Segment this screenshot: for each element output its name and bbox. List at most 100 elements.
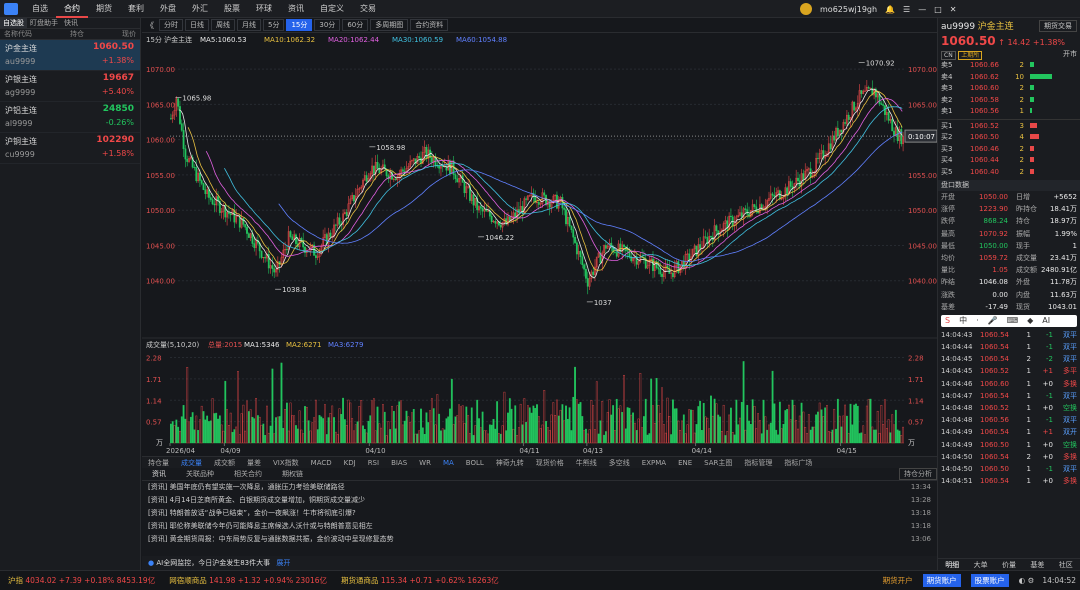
ime-ai-icon[interactable]: AI <box>1042 316 1051 326</box>
period-button-7[interactable]: 60分 <box>342 19 369 31</box>
nav-item-7[interactable]: 环球 <box>256 3 272 13</box>
close-icon[interactable]: ✕ <box>949 4 957 14</box>
ime-skin-icon[interactable]: ◆ <box>1027 316 1034 326</box>
futures-trade-button[interactable]: 期货交易 <box>1039 19 1077 32</box>
nav-item-1[interactable]: 合约 <box>56 0 88 18</box>
nav-item-8[interactable]: 资讯 <box>288 3 304 13</box>
nav-item-5[interactable]: 外汇 <box>192 3 208 13</box>
quote-tab-2[interactable]: 价量 <box>1001 561 1016 569</box>
watchlist-row[interactable]: 沪金主连 au9999 1060.50 +1.38% <box>0 40 140 71</box>
news-title[interactable]: [资讯] 耶伦称美联储今年仍可能降息主席候选人沃什或与特朗普意见相左 <box>148 522 373 530</box>
nav-item-2[interactable]: 期货 <box>96 3 112 13</box>
minimize-icon[interactable]: — <box>918 4 927 14</box>
indicator-tab-2[interactable]: 成交额 <box>214 458 235 467</box>
indicator-tab-15[interactable]: 多空线 <box>608 458 630 467</box>
indicator-tab-20[interactable]: 指标广场 <box>784 458 813 467</box>
index-ticker[interactable]: 期货通商品 115.34 +0.71 +0.62% 16263亿 <box>341 575 499 586</box>
news-item[interactable]: [资讯] 特朗普放话“战争已结束”，金价一夜飙涨！牛市将彻底引爆? 13:18 <box>142 507 937 520</box>
watchlist-tab-0[interactable]: 自选股 <box>0 18 27 28</box>
indicator-tab-10[interactable]: MA <box>442 458 454 467</box>
indicator-tab-8[interactable]: BIAS <box>391 458 408 467</box>
news-tab-1[interactable]: 关联品种 <box>186 470 214 478</box>
indicator-tab-3[interactable]: 量差 <box>247 458 261 467</box>
ime-punct-icon[interactable]: · <box>976 316 979 326</box>
indicator-tab-13[interactable]: 现货价格 <box>535 458 564 467</box>
ime-chinese-icon[interactable]: 中 <box>959 316 968 326</box>
ime-toolbar[interactable]: S 中 · 🎤 ⌨ ◆ AI <box>941 314 1077 327</box>
account-button-2[interactable]: 股票账户 <box>970 574 1009 587</box>
ime-logo-icon[interactable]: S <box>945 316 951 326</box>
indicator-tab-14[interactable]: 牛熊线 <box>575 458 597 467</box>
indicator-tab-16[interactable]: EXPMA <box>641 458 667 467</box>
prev-arrow-icon[interactable]: 《 <box>146 20 154 30</box>
bid-level[interactable]: 买3 1060.46 2 <box>938 144 1080 156</box>
indicator-tab-1[interactable]: 成交量 <box>181 458 202 467</box>
col-price[interactable]: 现价 <box>122 30 136 38</box>
nav-item-4[interactable]: 外盘 <box>160 3 176 13</box>
notification-icon[interactable]: 🔔 <box>885 4 896 14</box>
news-title[interactable]: [资讯] 4月14日芝商所黄金、白银期货成交量增加，铜期货成交量减少 <box>148 496 366 504</box>
indicator-tab-18[interactable]: SAR主图 <box>704 458 733 467</box>
watchlist-tab-2[interactable]: 快讯 <box>64 19 78 27</box>
indicator-tab-9[interactable]: WR <box>419 458 431 467</box>
indicator-tab-7[interactable]: RSI <box>367 458 380 467</box>
menu-icon[interactable]: ☰ <box>903 4 911 14</box>
ask-level[interactable]: 卖5 1060.66 2 <box>938 60 1080 72</box>
col-oi[interactable]: 持仓 <box>70 30 84 38</box>
indicator-tab-4[interactable]: VIX指数 <box>273 458 299 467</box>
ask-level[interactable]: 卖4 1060.62 10 <box>938 72 1080 84</box>
nav-item-3[interactable]: 套利 <box>128 3 144 13</box>
ask-level[interactable]: 卖1 1060.56 1 <box>938 106 1080 118</box>
indicator-tab-6[interactable]: KDJ <box>343 458 356 467</box>
period-button-6[interactable]: 30分 <box>314 19 341 31</box>
news-item[interactable]: [资讯] 耶伦称美联储今年仍可能降息主席候选人沃什或与特朗普意见相左 13:18 <box>142 520 937 533</box>
ime-keyboard-icon[interactable]: ⌨ <box>1006 316 1019 326</box>
news-item[interactable]: [资讯] 美国年底仍有望实施一次降息，通胀压力考验美联储路径 13:34 <box>142 481 937 494</box>
news-tab-0[interactable]: 资讯 <box>152 470 166 478</box>
ask-level[interactable]: 卖3 1060.60 2 <box>938 83 1080 95</box>
watchlist-row[interactable]: 沪银主连 ag9999 19667 +5.40% <box>0 71 140 102</box>
account-button-1[interactable]: 期货账户 <box>922 574 961 587</box>
ime-mic-icon[interactable]: 🎤 <box>987 316 998 326</box>
indicator-tab-12[interactable]: 神奇九转 <box>495 458 524 467</box>
maximize-icon[interactable]: □ <box>934 4 942 14</box>
ai-expand-link[interactable]: 展开 <box>276 559 291 567</box>
news-item[interactable]: [资讯] 4月14日芝商所黄金、白银期货成交量增加，铜期货成交量减少 13:28 <box>142 494 937 507</box>
indicator-tab-5[interactable]: MACD <box>310 458 332 467</box>
bid-level[interactable]: 买2 1060.50 4 <box>938 132 1080 144</box>
period-button-5[interactable]: 15分 <box>286 19 313 31</box>
ask-level[interactable]: 卖2 1060.58 2 <box>938 95 1080 107</box>
news-tab-3[interactable]: 期权链 <box>282 470 303 478</box>
quote-tab-1[interactable]: 大单 <box>973 561 988 569</box>
indicator-tab-17[interactable]: ENE <box>678 458 693 467</box>
col-name[interactable]: 名称代码 <box>4 30 32 38</box>
watchlist-row[interactable]: 沪铝主连 al9999 24850 -0.26% <box>0 102 140 133</box>
index-ticker[interactable]: 沪指 4034.02 +7.39 +0.18% 8453.19亿 <box>8 575 155 586</box>
news-title[interactable]: [资讯] 黄金期货周报：中东局势反复与通胀数据共振，金价波动中呈现修复态势 <box>148 535 394 543</box>
nav-item-6[interactable]: 股票 <box>224 3 240 13</box>
bid-level[interactable]: 买5 1060.40 2 <box>938 167 1080 179</box>
indicator-tab-0[interactable]: 持仓量 <box>148 458 169 467</box>
news-tab-2[interactable]: 相关合约 <box>234 470 262 478</box>
quote-tab-4[interactable]: 社区 <box>1058 561 1073 569</box>
bid-level[interactable]: 买4 1060.44 2 <box>938 155 1080 167</box>
nav-item-9[interactable]: 自定义 <box>320 3 344 13</box>
watchlist-row[interactable]: 沪铜主连 cu9999 102290 +1.58% <box>0 133 140 164</box>
position-analysis-button[interactable]: 持仓分析 <box>899 468 937 480</box>
news-item[interactable]: [资讯] 黄金期货周报：中东局势反复与通胀数据共振，金价波动中呈现修复态势 13:… <box>142 533 937 546</box>
nav-item-10[interactable]: 交易 <box>360 3 376 13</box>
nav-item-0[interactable]: 自选 <box>32 3 48 13</box>
period-button-0[interactable]: 分时 <box>159 19 183 31</box>
period-button-4[interactable]: 5分 <box>263 19 285 31</box>
user-area[interactable]: mo625wj19gh 🔔 ☰ — □ ✕ <box>800 2 956 16</box>
index-ticker[interactable]: 网宿顺商品 141.98 +1.32 +0.94% 23016亿 <box>169 575 327 586</box>
account-button-0[interactable]: 期货开户 <box>882 576 913 585</box>
period-button-8[interactable]: 多周期图 <box>370 19 409 31</box>
news-title[interactable]: [资讯] 特朗普放话“战争已结束”，金价一夜飙涨！牛市将彻底引爆? <box>148 509 356 517</box>
quote-tab-3[interactable]: 基差 <box>1030 561 1045 569</box>
indicator-tab-11[interactable]: BOLL <box>465 458 484 467</box>
period-button-1[interactable]: 日线 <box>185 19 209 31</box>
watchlist-tab-1[interactable]: 盯盘助手 <box>30 19 58 27</box>
indicator-tab-19[interactable]: 指标管理 <box>744 458 773 467</box>
period-button-2[interactable]: 周线 <box>211 19 235 31</box>
